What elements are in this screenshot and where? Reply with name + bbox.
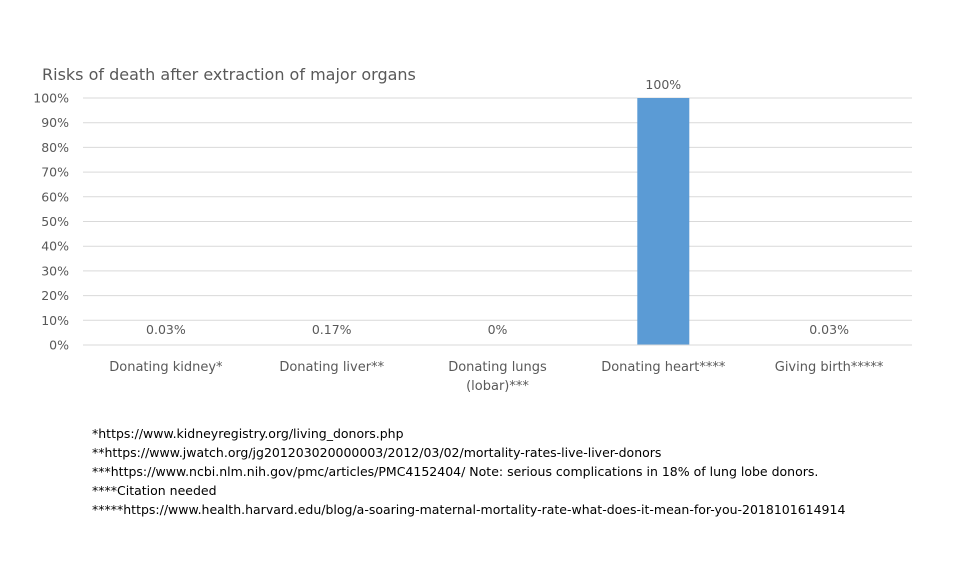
y-tick-label: 40% [41, 239, 69, 254]
data-label: 0% [488, 322, 508, 337]
data-label: 0.03% [809, 322, 849, 337]
bar-chart: 0% 10% 20% 30% 40% 50% 60% 70% 80% 90% 100% 0.03% Do… [33, 77, 912, 394]
y-tick-label: 80% [41, 140, 69, 155]
x-tick-label: (lobar)*** [466, 379, 529, 394]
x-tick-label: Donating kidney* [109, 360, 223, 375]
y-tick-label: 0% [49, 338, 69, 353]
footnote-2: **https://www.jwatch.org/jg2012030200000… [92, 445, 662, 460]
y-tick-label: 20% [41, 288, 69, 303]
chart-title: Risks of death after extraction of major… [42, 65, 416, 84]
data-label: 0.03% [146, 322, 186, 337]
y-tick-label: 10% [41, 313, 69, 328]
y-tick-label: 100% [33, 91, 69, 106]
footnote-3: ***https://www.ncbi.nlm.nih.gov/pmc/arti… [92, 464, 819, 479]
x-tick-label: Donating heart**** [601, 360, 726, 375]
y-tick-label: 30% [41, 263, 69, 278]
bar [637, 98, 690, 345]
y-tick-label: 70% [41, 165, 69, 180]
footnote-4: ****Citation needed [92, 483, 217, 498]
y-tick-label: 50% [41, 214, 69, 229]
x-tick-label: Donating lungs [448, 360, 547, 375]
data-label: 0.17% [312, 322, 352, 337]
x-tick-label: Donating liver** [279, 360, 384, 375]
data-label: 100% [645, 77, 681, 92]
footnotes: *https://www.kidneyregistry.org/living_d… [92, 424, 845, 519]
footnote-5: *****https://www.health.harvard.edu/blog… [92, 502, 846, 517]
y-tick-label: 90% [41, 115, 69, 130]
y-tick-label: 60% [41, 189, 69, 204]
footnote-1: *https://www.kidneyregistry.org/living_d… [92, 426, 404, 441]
x-tick-label: Giving birth***** [775, 360, 884, 375]
